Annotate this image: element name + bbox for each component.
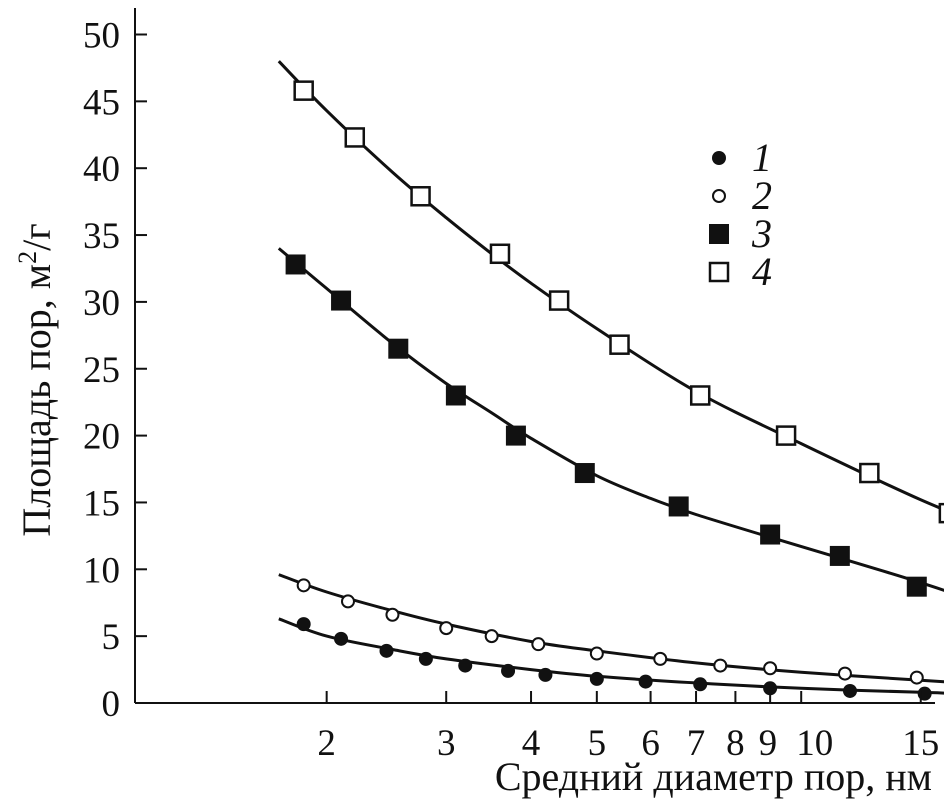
series-1-point [843, 683, 858, 698]
y-tick-label: 40 [83, 149, 120, 190]
series-3-point [829, 545, 850, 566]
series-2-point [296, 578, 311, 593]
y-tick-label: 20 [83, 417, 120, 458]
series-2-point [713, 658, 728, 673]
series-4-point [344, 127, 366, 148]
series-3-point [760, 524, 781, 545]
y-tick-label: 0 [102, 684, 121, 725]
y-tick-label: 5 [102, 617, 121, 658]
x-tick-label: 3 [437, 723, 456, 764]
legend-marker-2 [712, 189, 726, 203]
series-3-point [906, 576, 927, 597]
series-3-point [285, 254, 306, 275]
series-2-point [531, 637, 546, 652]
series-4-point [548, 290, 570, 311]
series-4-point [293, 80, 314, 101]
series-2-point [837, 666, 852, 681]
legend-label-2: 2 [752, 173, 772, 218]
series-3-point [388, 338, 409, 359]
x-tick-label: 8 [726, 723, 745, 764]
x-tick-label: 6 [641, 723, 660, 764]
series-4-point [489, 243, 511, 265]
series-1-point [693, 677, 708, 692]
series-4-point [410, 186, 431, 207]
x-tick-label: 15 [902, 723, 939, 764]
series-2-point [909, 670, 924, 685]
series-4-point [689, 385, 711, 406]
series-3-point [668, 496, 689, 517]
series-1-point [334, 631, 349, 646]
series-2-point [385, 607, 400, 622]
series-2-point [653, 651, 668, 666]
y-axis-title-main: Площадь пор, м [14, 264, 59, 537]
series-4-point [859, 462, 880, 484]
y-axis-title-sup: 2 [13, 251, 42, 264]
x-tick-label: 10 [796, 723, 833, 764]
legend-marker-3 [709, 224, 729, 244]
x-axis-ticks: 234567891015203040 [317, 691, 939, 764]
series-1-point [589, 671, 604, 686]
series-1-point [501, 663, 516, 678]
y-tick-label: 25 [83, 350, 120, 391]
data-markers [285, 80, 944, 701]
y-axis-title-tail: /г [14, 223, 59, 251]
x-tick-label: 9 [759, 723, 778, 764]
series-3-point [574, 463, 595, 484]
series-2-point [763, 661, 778, 676]
x-axis-title: Средний диаметр пор, нм [495, 754, 932, 799]
y-tick-label: 10 [83, 550, 120, 591]
series-3-line [277, 247, 944, 592]
legend-label-3: 3 [751, 211, 772, 256]
series-1-point [763, 681, 778, 696]
y-tick-label: 45 [83, 82, 120, 123]
series-1-point [458, 658, 473, 673]
y-axis-title: Площадь пор, м2/г [13, 223, 59, 536]
series-4-line [277, 60, 944, 512]
axes [134, 8, 935, 704]
x-tick-label: 2 [317, 723, 336, 764]
y-tick-label: 50 [83, 16, 120, 57]
series-4-point [609, 334, 630, 355]
legend-label-1: 1 [752, 135, 772, 180]
series-2-point [439, 621, 454, 636]
series-1-point [638, 674, 653, 689]
x-tick-label: 4 [522, 723, 541, 764]
y-tick-label: 15 [83, 483, 120, 524]
series-1-line [278, 617, 944, 695]
series-3-point [331, 290, 352, 311]
series-1-point [296, 617, 311, 632]
fit-curves [277, 60, 944, 695]
series-3-point [505, 425, 526, 446]
legend-marker-1 [712, 151, 726, 165]
series-1-point [538, 667, 553, 682]
series-1-point [418, 651, 433, 666]
series-1-point [379, 643, 394, 658]
series-2-point [589, 646, 604, 661]
y-tick-label: 35 [83, 216, 120, 257]
series-2-point [484, 629, 499, 644]
y-tick-label: 30 [83, 283, 120, 324]
x-tick-label: 5 [588, 723, 607, 764]
series-4-point [938, 502, 944, 524]
series-2-point [340, 594, 355, 609]
x-tick-label: 7 [687, 723, 706, 764]
series-4-point [775, 425, 797, 446]
legend-marker-4 [708, 261, 730, 283]
series-3-point [445, 385, 466, 406]
legend-label-4: 4 [752, 249, 772, 294]
y-axis-ticks: 0 5 10 15 20 25 30 35 40 45 50 [83, 16, 147, 725]
